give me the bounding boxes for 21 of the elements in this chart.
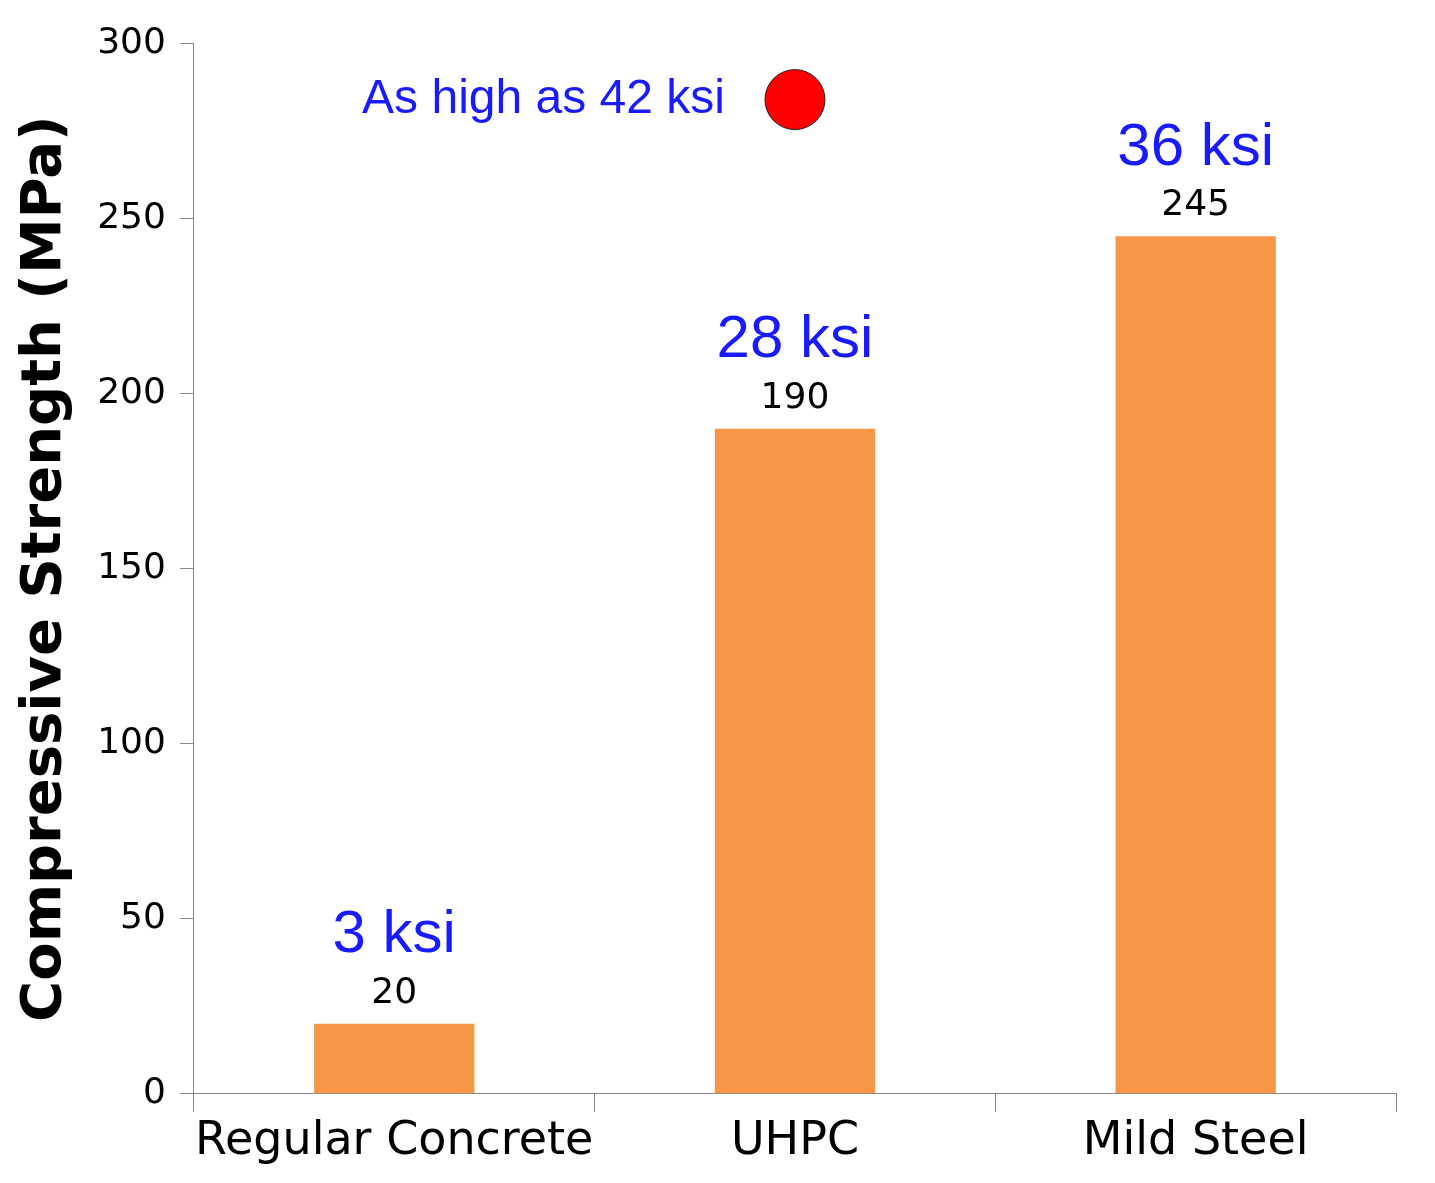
bar [714, 428, 876, 1094]
y-tick-label: 50 [120, 895, 166, 937]
annotation: 3 ksi [332, 898, 456, 966]
annotation: 28 ksi [716, 303, 874, 371]
y-tick-label: 300 [97, 19, 166, 61]
annotation: As high as 42 ksi [362, 69, 725, 123]
y-tick-label: 150 [97, 545, 166, 587]
annotation: 36 ksi [1117, 110, 1275, 178]
x-tick-label: Mild Steel [1082, 1111, 1309, 1166]
y-tick-label: 200 [97, 370, 166, 412]
y-axis-title: Compressive Strength (MPa) [8, 115, 74, 1022]
bar [314, 1023, 475, 1094]
x-tick-label: Regular Concrete [195, 1111, 594, 1166]
data-label: 190 [760, 375, 830, 417]
y-tick-label: 100 [97, 720, 166, 762]
data-label: 245 [1161, 182, 1231, 224]
data-label: 20 [371, 970, 418, 1012]
bar [1115, 236, 1276, 1094]
y-tick-label: 250 [97, 194, 166, 236]
y-tick-label: 0 [143, 1070, 166, 1112]
x-tick-label: UHPC [730, 1111, 860, 1166]
